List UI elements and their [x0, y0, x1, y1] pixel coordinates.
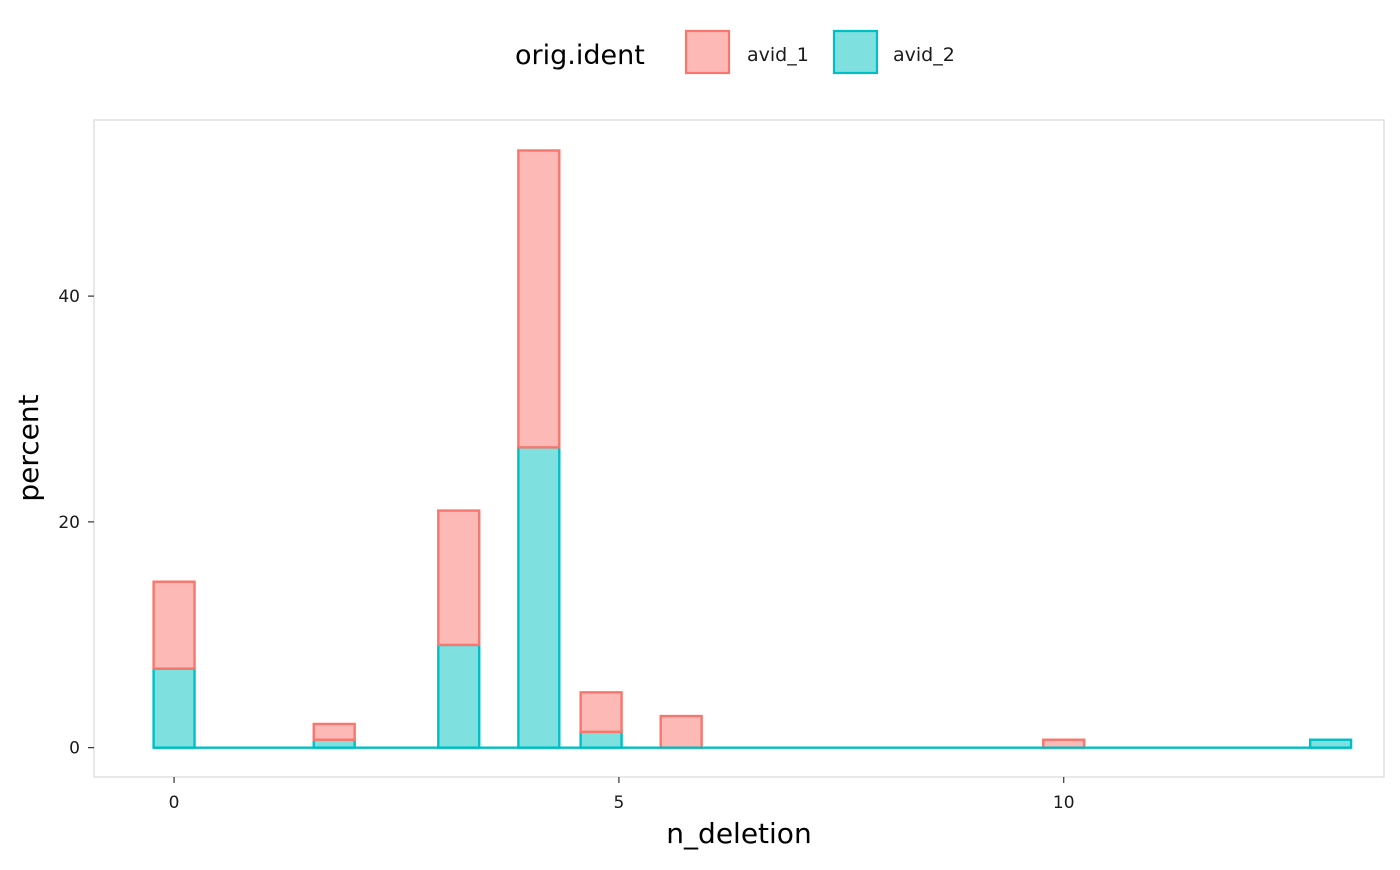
bar-avid-1	[437, 509, 481, 647]
y-tick-label: 20	[58, 513, 80, 533]
bar-avid-2	[579, 730, 623, 749]
bar-avid-1	[517, 149, 561, 449]
x-tick-label: 0	[169, 793, 180, 813]
bar-avid-1	[579, 691, 623, 734]
axes-layer: 0 5 10 0 20 40	[58, 287, 1074, 813]
legend-label-avid-2: avid_2	[893, 44, 955, 66]
bar-avid-2	[152, 667, 196, 749]
legend-swatch-avid-1	[684, 29, 731, 75]
y-tick-label: 0	[69, 739, 80, 759]
legend-swatch-avid-2	[832, 29, 879, 75]
bar-avid-2	[437, 643, 481, 749]
y-axis-title: percent	[12, 394, 45, 501]
bar-avid-1	[152, 580, 196, 670]
legend-title: orig.ident	[515, 40, 645, 71]
bar-avid-1	[312, 722, 356, 741]
plot-panel-border	[93, 119, 1385, 778]
bar-avid-2	[517, 446, 561, 749]
legend: orig.ident avid_1 avid_2	[515, 29, 955, 75]
y-tick-label: 40	[58, 287, 80, 307]
bars-layer	[152, 149, 1353, 749]
x-tick-label: 5	[613, 793, 624, 813]
x-axis-title: n_deletion	[666, 817, 811, 850]
x-tick-label: 10	[1053, 793, 1075, 813]
bar-avid-1	[659, 714, 703, 749]
legend-label-avid-1: avid_1	[747, 44, 809, 66]
